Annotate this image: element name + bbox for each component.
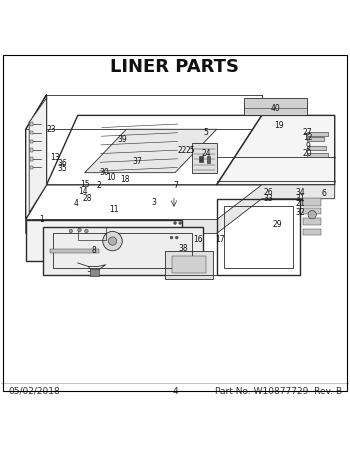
Text: 20: 20 — [303, 149, 313, 158]
Text: 25: 25 — [186, 146, 195, 155]
Text: 17: 17 — [215, 235, 225, 244]
Text: 14: 14 — [78, 187, 88, 196]
Text: 23: 23 — [47, 125, 57, 134]
Bar — [303, 229, 321, 235]
Circle shape — [108, 237, 117, 245]
Text: 10: 10 — [106, 173, 116, 183]
Text: 27: 27 — [303, 128, 313, 137]
Text: 36: 36 — [57, 159, 67, 168]
Text: 3: 3 — [152, 198, 156, 207]
Bar — [30, 140, 33, 143]
Bar — [207, 156, 210, 163]
Circle shape — [179, 222, 182, 224]
Text: 35: 35 — [57, 164, 67, 173]
Bar — [193, 143, 217, 173]
Bar — [307, 153, 328, 157]
Text: 21: 21 — [296, 199, 306, 208]
Circle shape — [85, 229, 88, 233]
Text: Part No. W10877729  Rev. B: Part No. W10877729 Rev. B — [215, 387, 342, 396]
Text: 6: 6 — [322, 189, 327, 198]
Text: 39: 39 — [117, 135, 127, 144]
Text: 8: 8 — [91, 246, 96, 255]
Text: 33: 33 — [264, 193, 274, 202]
Text: 19: 19 — [274, 121, 284, 130]
Bar — [164, 251, 213, 279]
Text: 5: 5 — [203, 128, 208, 137]
Text: 1: 1 — [39, 215, 44, 224]
Bar — [307, 137, 324, 141]
Bar — [303, 208, 321, 214]
Text: 37: 37 — [132, 157, 142, 166]
Circle shape — [69, 229, 72, 233]
Bar — [30, 157, 33, 160]
Polygon shape — [26, 220, 182, 261]
Text: 34: 34 — [296, 188, 306, 197]
Text: 12: 12 — [303, 134, 313, 142]
Polygon shape — [26, 185, 335, 233]
Text: 9: 9 — [305, 142, 310, 151]
Polygon shape — [244, 98, 307, 116]
Bar — [30, 122, 33, 126]
Text: 24: 24 — [202, 149, 211, 158]
Text: 7: 7 — [173, 181, 178, 190]
Polygon shape — [50, 249, 99, 252]
Bar — [90, 269, 99, 276]
Circle shape — [175, 236, 178, 239]
Text: 05/02/2018: 05/02/2018 — [8, 387, 60, 396]
Text: 32: 32 — [296, 208, 306, 217]
Circle shape — [103, 231, 122, 251]
Text: 4: 4 — [74, 199, 78, 208]
Text: 11: 11 — [110, 205, 119, 214]
Text: 13: 13 — [50, 153, 60, 162]
Bar — [172, 256, 206, 273]
Bar — [303, 198, 321, 206]
Bar — [198, 156, 203, 162]
Circle shape — [308, 211, 316, 219]
Text: 15: 15 — [80, 180, 90, 188]
Text: 30: 30 — [99, 168, 109, 177]
Bar — [303, 218, 321, 225]
Bar — [30, 131, 33, 135]
Bar — [307, 132, 328, 136]
Circle shape — [174, 222, 176, 224]
Circle shape — [170, 236, 173, 239]
Text: 29: 29 — [273, 220, 282, 229]
Text: 18: 18 — [120, 175, 130, 184]
Text: LINER PARTS: LINER PARTS — [111, 58, 239, 76]
Circle shape — [78, 228, 81, 231]
Text: 38: 38 — [179, 244, 189, 252]
Text: 4: 4 — [172, 387, 178, 396]
Bar — [30, 166, 33, 169]
Text: 16: 16 — [193, 235, 202, 244]
Bar — [307, 146, 326, 150]
Text: 22: 22 — [177, 146, 187, 155]
Text: 31: 31 — [296, 193, 306, 202]
Polygon shape — [85, 129, 217, 173]
Text: 26: 26 — [264, 188, 274, 197]
Polygon shape — [43, 226, 203, 275]
Polygon shape — [29, 98, 47, 212]
Text: 2: 2 — [96, 181, 101, 190]
Text: 40: 40 — [271, 104, 281, 113]
Text: 28: 28 — [83, 193, 92, 202]
Polygon shape — [217, 116, 335, 185]
Bar — [30, 149, 33, 152]
